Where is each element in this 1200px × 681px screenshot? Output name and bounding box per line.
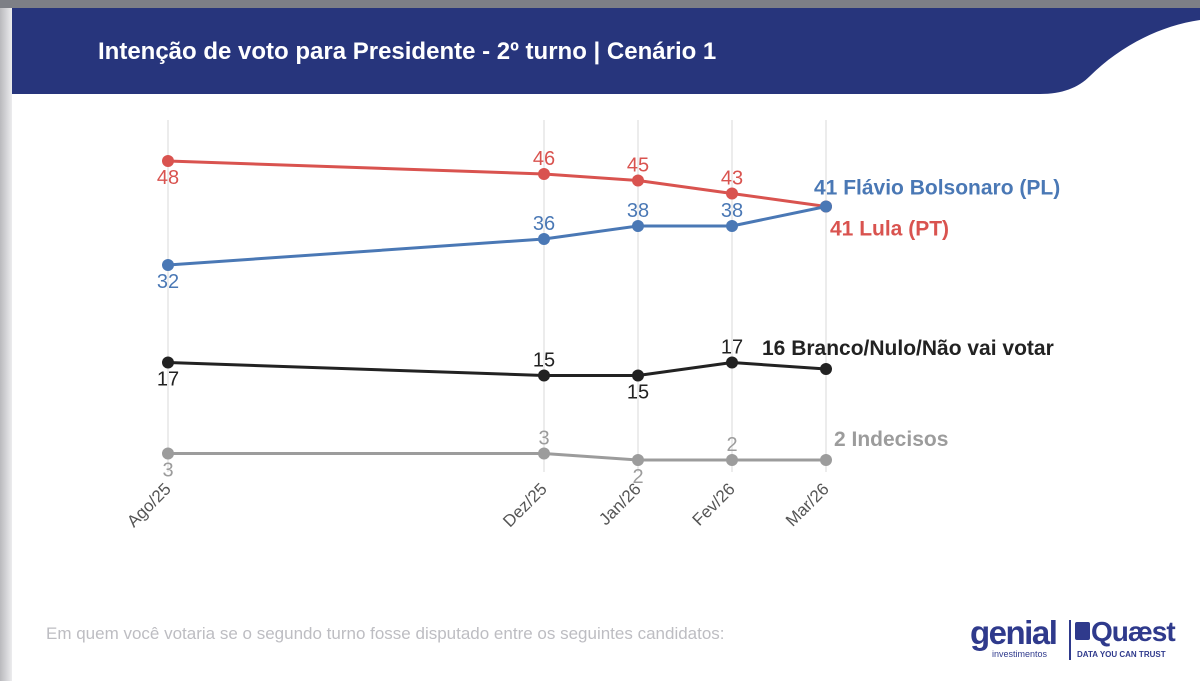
data-point bbox=[538, 447, 550, 460]
data-point bbox=[632, 369, 644, 382]
x-tick-label: Fev/26 bbox=[689, 479, 739, 529]
data-label: 2 bbox=[632, 466, 643, 488]
data-label: 32 bbox=[157, 271, 179, 293]
data-point bbox=[162, 356, 174, 369]
data-point bbox=[162, 259, 174, 271]
data-label: 17 bbox=[721, 337, 743, 359]
data-label: 15 bbox=[533, 350, 555, 372]
genial-tagline: investimentos bbox=[992, 649, 1048, 659]
data-label: 36 bbox=[533, 213, 555, 235]
series-end-label: 16 Branco/Nulo/Não vai votar bbox=[762, 337, 1054, 360]
data-point bbox=[162, 447, 174, 460]
series-end-label: 2 Indecisos bbox=[834, 428, 948, 451]
series-end-label: 41 Flávio Bolsonaro (PL) bbox=[814, 177, 1060, 200]
x-tick-label: Mar/26 bbox=[782, 479, 833, 530]
series-end-label: 41 Lula (PT) bbox=[830, 218, 949, 241]
data-point bbox=[726, 220, 738, 232]
left-edge-shadow bbox=[0, 8, 12, 681]
data-point bbox=[632, 174, 644, 187]
data-point bbox=[820, 454, 832, 466]
data-label: 43 bbox=[721, 168, 743, 190]
data-label: 38 bbox=[627, 200, 649, 222]
quaest-wordmark: Quæst bbox=[1091, 616, 1176, 647]
genial-logo: genial investimentos bbox=[966, 612, 1066, 662]
data-point bbox=[726, 356, 738, 369]
quaest-tagline: DATA YOU CAN TRUST bbox=[1077, 650, 1166, 659]
data-point bbox=[632, 220, 644, 232]
data-label: 38 bbox=[721, 200, 743, 222]
quaest-mark-icon bbox=[1075, 622, 1090, 640]
data-point bbox=[538, 369, 550, 382]
data-point bbox=[726, 187, 738, 200]
data-label: 15 bbox=[627, 382, 649, 404]
data-point bbox=[162, 155, 174, 167]
data-point bbox=[632, 454, 644, 466]
quaest-logo: Quæst DATA YOU CAN TRUST bbox=[1075, 614, 1176, 664]
genial-wordmark: genial bbox=[970, 614, 1058, 651]
top-strip bbox=[0, 0, 1200, 8]
data-label: 45 bbox=[627, 155, 649, 177]
data-point bbox=[820, 363, 832, 375]
x-tick-label: Ago/25 bbox=[123, 479, 175, 531]
data-label: 3 bbox=[162, 460, 173, 482]
data-point bbox=[820, 200, 832, 213]
logo-divider bbox=[1069, 620, 1071, 660]
page-title: Intenção de voto para Presidente - 2º tu… bbox=[98, 38, 717, 65]
data-point bbox=[538, 168, 550, 180]
x-tick-label: Dez/25 bbox=[499, 479, 551, 531]
question-caption: Em quem você votaria se o segundo turno … bbox=[46, 624, 725, 643]
data-label: 48 bbox=[157, 167, 179, 189]
data-label: 46 bbox=[533, 148, 555, 170]
data-point bbox=[726, 454, 738, 466]
data-label: 17 bbox=[157, 369, 179, 391]
data-label: 2 bbox=[726, 434, 737, 456]
data-label: 3 bbox=[538, 428, 549, 450]
data-point bbox=[538, 233, 550, 245]
header-band bbox=[12, 8, 1200, 94]
